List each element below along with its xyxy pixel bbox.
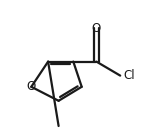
- Text: O: O: [92, 22, 101, 34]
- Text: O: O: [27, 80, 36, 93]
- Text: Cl: Cl: [123, 69, 135, 82]
